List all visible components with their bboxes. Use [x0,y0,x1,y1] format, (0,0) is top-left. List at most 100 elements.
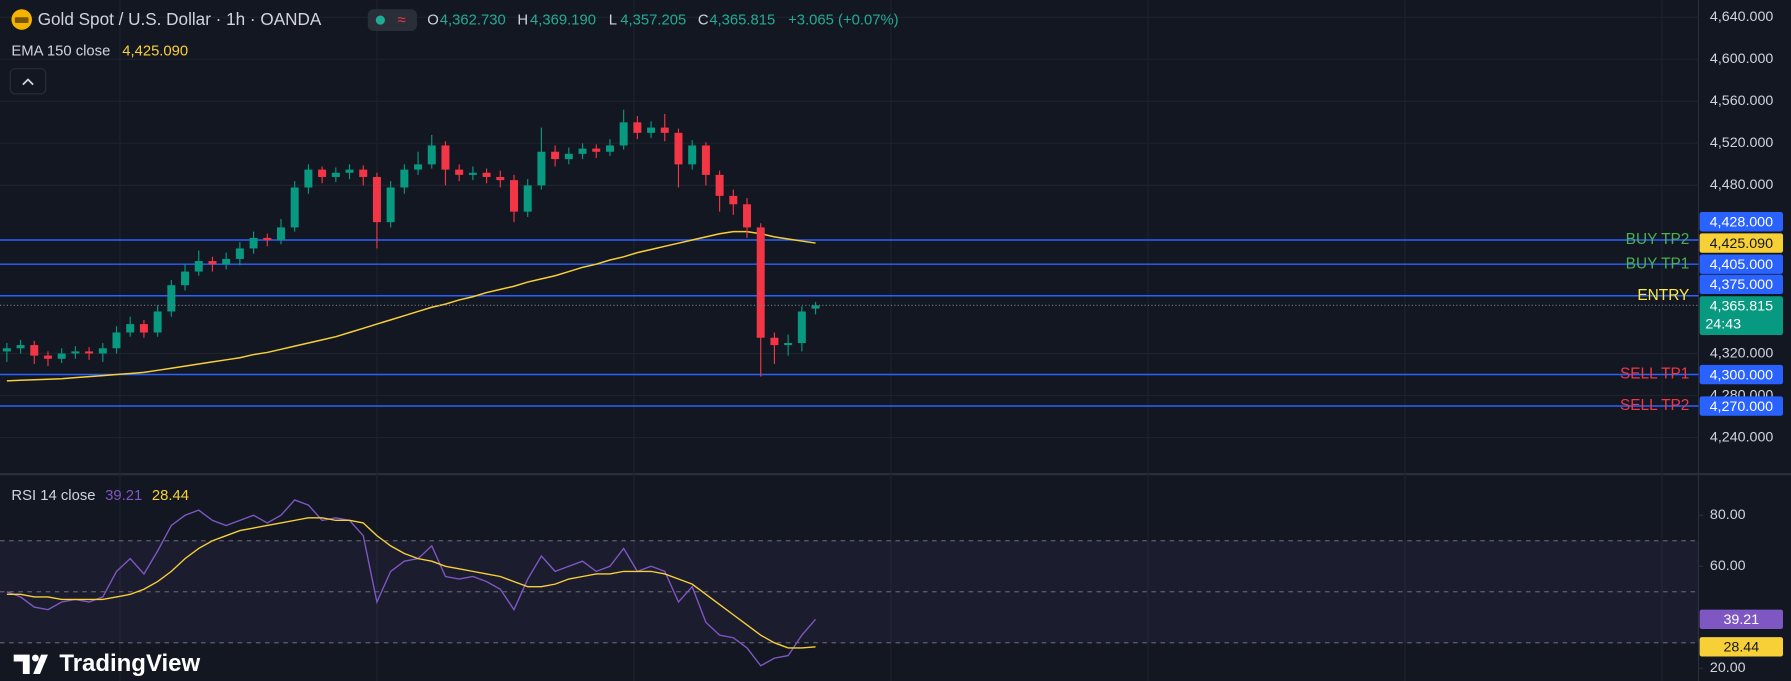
ohlc-key: C [698,13,709,29]
y-tick-label: 80.00 [1710,507,1746,523]
y-tick-label: 4,640.000 [1710,9,1774,25]
candle-body [455,169,464,175]
brand-logo [13,654,48,675]
candle-body [126,324,135,333]
candle-body [427,145,436,165]
candle-body [674,132,683,165]
level-label: BUY TP1 [1626,255,1690,272]
candle-body [372,176,381,223]
candle-body [112,332,121,349]
brand-logo-dot [31,654,39,662]
ema-legend: EMA 150 close [11,43,110,59]
ohlc-key: L [609,13,617,29]
candle-body [578,148,587,154]
candle-body [496,176,505,181]
ohlc-key: O [427,13,439,29]
change: +3.065 (+0.07%) [788,13,899,29]
y-tick-label: 4,600.000 [1710,51,1774,67]
candle-body [551,151,560,160]
candle-body [537,151,546,186]
level-label: SELL TP1 [1620,366,1689,383]
level-tag-bg [1699,274,1784,294]
candle-body [414,164,423,170]
candle-body [318,169,327,177]
candle-body [194,261,203,272]
ohlc-key: H [517,13,528,29]
level-tag-bg [1699,212,1784,232]
collapse-button[interactable] [9,68,47,95]
candle-body [181,271,190,286]
candle-body [153,311,162,333]
realtime-icon: ≈ [397,13,405,29]
ema-legend-value: 4,425.090 [122,43,188,59]
candle-body [276,227,285,241]
rsi-band [0,540,1699,643]
candle-body [30,345,39,356]
candle-body [263,237,272,241]
ema-tag: 4,425.090 [1710,236,1774,252]
rsi-tag-bg [1699,609,1784,630]
candle-body [235,248,244,259]
level-tag: 4,300.000 [1710,367,1774,383]
candle-body [468,172,477,175]
candle-body [16,345,25,349]
candle-body [139,324,148,333]
y-tick-label: 4,320.000 [1710,345,1774,361]
candle-body [797,311,806,343]
rsi-tag: 39.21 [1723,612,1759,628]
rsi-tag-bg [1699,637,1784,657]
level-tag: 4,375.000 [1710,277,1774,293]
level-label: BUY TP2 [1626,231,1690,248]
candle-body [592,148,601,152]
ohlc-value: 4,369.190 [530,13,596,29]
candle-body [2,348,11,352]
candle-body [482,172,491,177]
candle-body [647,127,656,133]
candle-body [701,145,710,175]
candle-body [400,169,409,188]
candle-body [57,353,66,359]
market-open-dot [375,15,385,25]
candle-body [564,153,573,160]
candle-body [756,227,765,338]
y-tick-label: 4,480.000 [1710,177,1774,193]
y-tick-label: 4,240.000 [1710,429,1774,445]
candle-body [290,187,299,228]
candle-body [523,185,532,212]
level-tag-bg [1699,254,1784,274]
rsi-ma-line [6,517,816,649]
ohlc-value: 4,357.205 [620,13,686,29]
candle-body [98,348,107,354]
candle-body [331,172,340,177]
candle-body [441,145,450,170]
level-tag: 4,270.000 [1710,399,1774,415]
candle-body [222,258,231,265]
ohlc-value: 4,362.730 [440,13,506,29]
candle-body [43,355,52,359]
rsi-line [6,499,817,667]
candle-body [770,337,779,346]
candle-body [811,305,820,309]
level-tag-bg [1699,364,1784,385]
countdown: 24:43 [1705,317,1741,333]
y-tick-label: 4,560.000 [1710,93,1774,109]
candle-body [359,169,368,177]
level-tag-bg [1699,396,1784,416]
level-tag: 4,428.000 [1710,215,1774,231]
candle-body [85,351,94,354]
candle-body [510,180,518,212]
candle-body [660,127,669,133]
rsi-legend-value: 39.21 [105,488,142,504]
symbol-icon-bar [14,17,29,23]
chevron-icon [22,78,34,86]
candle-body [743,204,752,228]
status-badge[interactable] [367,9,417,31]
last-price-tag: 4,365.815 [1710,298,1774,314]
candle-body [633,122,642,133]
candle-body [167,285,176,312]
plot: 4,640.000 4,600.000 4,560.000 4,520.000 4,48… [0,9,1784,676]
last-price-tag-bg [1699,296,1784,336]
